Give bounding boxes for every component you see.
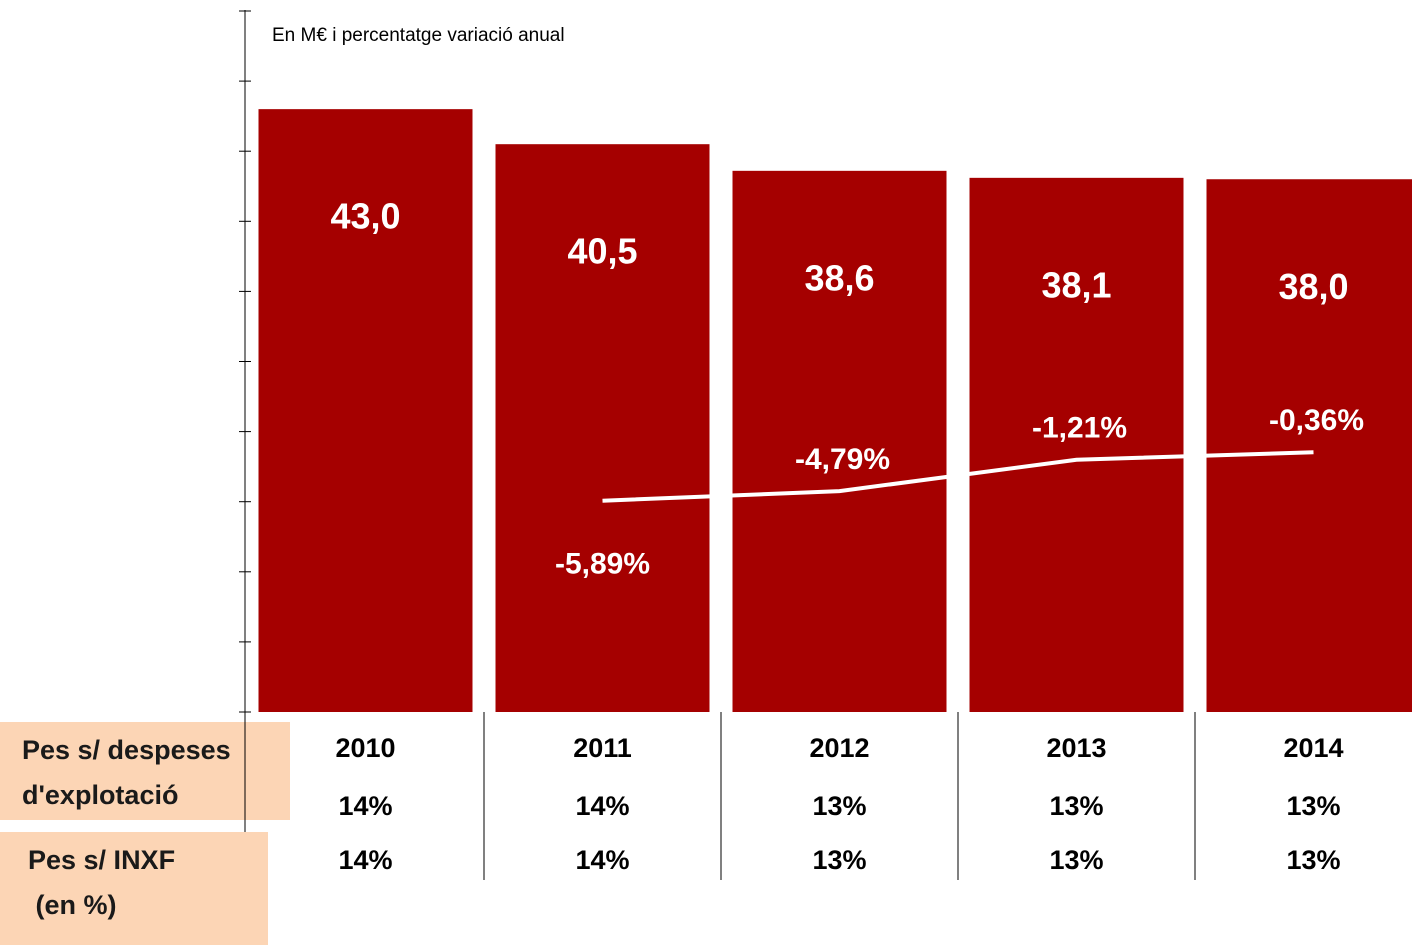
table-cell: 13% <box>1286 791 1340 821</box>
line <box>602 450 1314 503</box>
row-header: Pes s/ despeses <box>22 735 231 765</box>
table-cell: 14% <box>575 791 629 821</box>
bar-value-label: 43,0 <box>330 196 400 237</box>
year-label: 2013 <box>1046 733 1106 763</box>
table-cell: 13% <box>1049 791 1103 821</box>
bar <box>969 177 1184 712</box>
table-cell: 14% <box>338 791 392 821</box>
bar-value-label: 38,6 <box>804 257 874 298</box>
table-cell: 13% <box>1049 845 1103 875</box>
line-value-label: -4,79% <box>795 443 890 476</box>
header-box <box>0 722 290 820</box>
bar <box>258 109 473 712</box>
header-box <box>0 832 268 945</box>
table-cell: 13% <box>812 791 866 821</box>
row-header: (en %) <box>28 890 117 920</box>
table-cell: 13% <box>1286 845 1340 875</box>
chart-subtitle: En M€ i percentatge variació anual <box>272 25 565 46</box>
bar <box>1206 179 1412 713</box>
row-header: Pes s/ INXF <box>28 845 175 875</box>
bar <box>732 170 947 712</box>
table-cell: 14% <box>338 845 392 875</box>
line-value-label: -1,21% <box>1032 412 1127 445</box>
year-label: 2012 <box>809 733 869 763</box>
bar-value-label: 38,0 <box>1278 266 1348 307</box>
table-cell: 13% <box>812 845 866 875</box>
line-value-label: -5,89% <box>555 548 650 581</box>
year-label: 2011 <box>573 733 632 763</box>
table-cell: 14% <box>575 845 629 875</box>
line-value-label: -0,36% <box>1269 404 1364 437</box>
year-label: 2014 <box>1283 733 1343 763</box>
bar-value-label: 38,1 <box>1041 264 1111 305</box>
year-label: 2010 <box>335 733 395 763</box>
bar-value-label: 40,5 <box>567 231 637 272</box>
bar <box>495 144 710 712</box>
row-header: d'explotació <box>22 780 178 810</box>
